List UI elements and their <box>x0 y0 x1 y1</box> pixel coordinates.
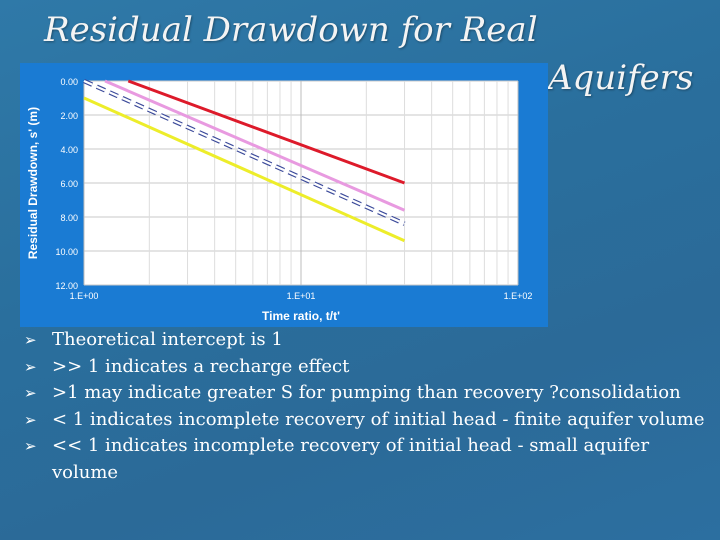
slide-title-line-2: Aquifers <box>548 58 694 98</box>
series-line-3 <box>83 96 406 243</box>
y-tick-label: 4.00 <box>60 145 78 155</box>
arrow-bullet-icon: ➢ <box>24 410 37 429</box>
y-tick-label: 10.00 <box>55 247 78 257</box>
y-tick-label: 0.00 <box>60 77 78 87</box>
bullet-text: << 1 indicates incomplete recovery of in… <box>52 435 650 483</box>
y-tick-label: 8.00 <box>60 213 78 223</box>
x-axis-label: Time ratio, t/t' <box>262 309 340 323</box>
y-axis-label: Residual Drawdown, s' (m) <box>26 107 40 259</box>
bullet-item: ➢ < 1 indicates incomplete recovery of in… <box>24 407 714 434</box>
bullet-text: >1 may indicate greater S for pumping th… <box>52 382 681 403</box>
bullet-text: Theoretical intercept is 1 <box>52 329 283 350</box>
y-tick-label: 2.00 <box>60 111 78 121</box>
slide-title-line-1: Residual Drawdown for Real <box>44 10 538 50</box>
bullet-text: >> 1 indicates a recharge effect <box>52 355 350 377</box>
bullet-item: ➢ << 1 indicates incomplete recovery of i… <box>24 433 714 486</box>
bullet-list: ➢ Theoretical intercept is 1 ➢ >> 1 indica… <box>24 327 714 486</box>
x-tick-label: 1.E+00 <box>70 291 99 301</box>
x-tick-label: 1.E+02 <box>504 291 533 301</box>
series-layer <box>83 78 406 243</box>
series-line-0 <box>127 79 406 185</box>
y-tick-label: 12.00 <box>55 281 78 291</box>
arrow-bullet-icon: ➢ <box>24 437 37 455</box>
arrow-bullet-icon: ➢ <box>24 331 37 349</box>
residual-drawdown-chart: 0.00 2.00 4.00 6.00 8.00 10.00 12.00 1.E+00 1.E+… <box>20 63 548 327</box>
bullet-item: ➢ Theoretical intercept is 1 <box>24 327 714 354</box>
series-line-dashed <box>83 79 405 225</box>
tick-layer: 0.00 2.00 4.00 6.00 8.00 10.00 12.001.E+00 1.E+… <box>55 77 532 301</box>
chart-svg: 0.00 2.00 4.00 6.00 8.00 10.00 12.001.E+00 1.E+… <box>20 63 548 327</box>
x-tick-label: 1.E+01 <box>287 291 316 301</box>
arrow-bullet-icon: ➢ <box>24 357 37 376</box>
arrow-bullet-icon: ➢ <box>24 384 37 402</box>
series-line-1 <box>104 79 406 212</box>
bullet-item: ➢ >> 1 indicates a recharge effect <box>24 354 714 381</box>
grid-layer <box>83 80 519 286</box>
y-tick-label: 6.00 <box>60 179 78 189</box>
bullet-text: < 1 indicates incomplete recovery of ini… <box>52 408 705 430</box>
bullet-item: ➢ >1 may indicate greater S for pumping t… <box>24 380 714 407</box>
